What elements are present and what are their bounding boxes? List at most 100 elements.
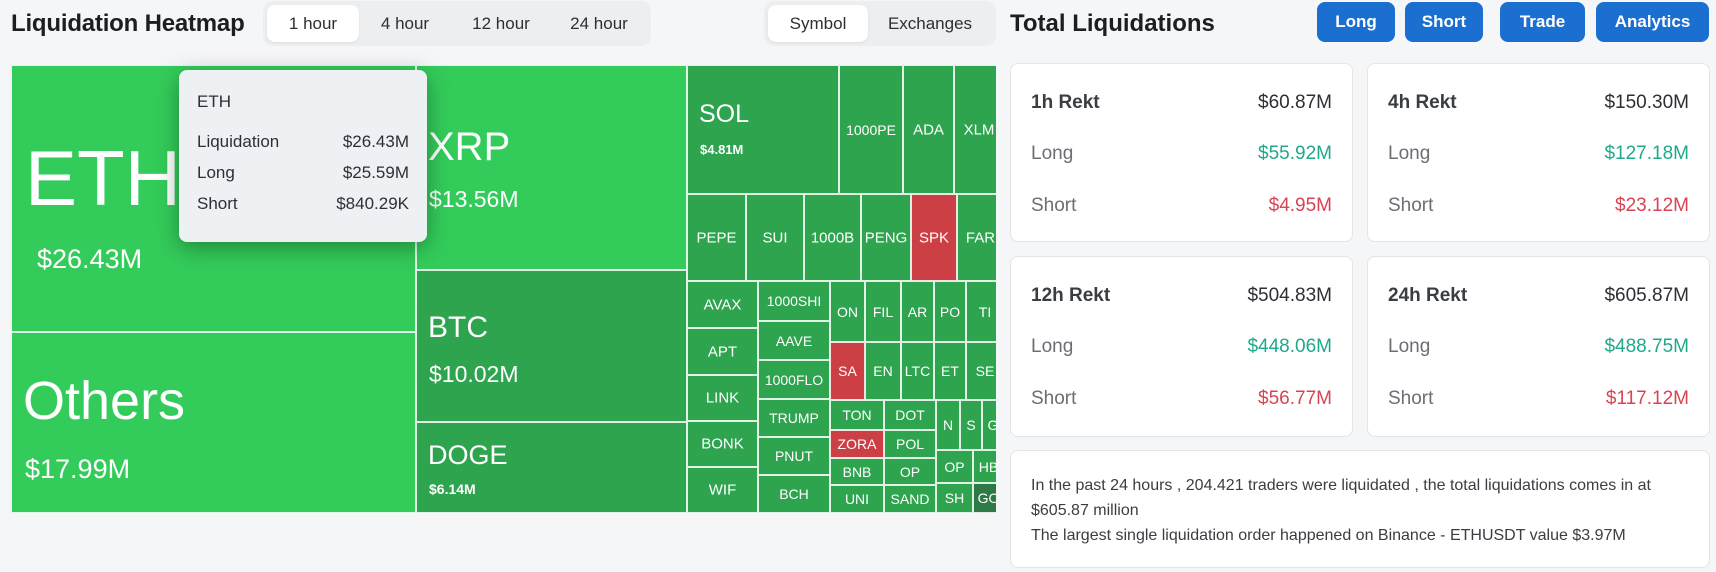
short-button[interactable]: Short bbox=[1405, 2, 1483, 42]
tile-et[interactable]: ET bbox=[934, 342, 966, 400]
tile-symbol: SOL bbox=[699, 100, 750, 128]
period-label: 4h Rekt bbox=[1388, 92, 1457, 113]
tile-symbol: ET bbox=[941, 363, 959, 379]
tile-symbol: OP bbox=[899, 463, 921, 480]
tab-1-hour[interactable]: 1 hour bbox=[267, 5, 359, 42]
trade-button[interactable]: Trade bbox=[1500, 2, 1585, 42]
tile-symbol: FIL bbox=[872, 303, 894, 320]
time-range-tabs: 1 hour 4 hour 12 hour 24 hour bbox=[263, 1, 651, 46]
tile-others[interactable]: Others $17.99M bbox=[11, 332, 416, 513]
short-value: $117.12M bbox=[1605, 388, 1689, 409]
tile-doge[interactable]: DOGE $6.14M bbox=[416, 422, 687, 513]
tile-ltc[interactable]: LTC bbox=[901, 342, 934, 400]
tile-apt[interactable]: APT bbox=[687, 328, 758, 375]
tile-sh[interactable]: SH bbox=[936, 483, 973, 513]
tile-dot[interactable]: DOT bbox=[884, 400, 936, 430]
tile-symbol: APT bbox=[707, 343, 738, 360]
tab-4-hour[interactable]: 4 hour bbox=[380, 13, 430, 33]
tile-se[interactable]: SE bbox=[966, 342, 996, 400]
tile-symbol: LTC bbox=[904, 363, 931, 379]
tile-symbol: DOGE bbox=[428, 440, 508, 470]
tile-btc[interactable]: BTC $10.02M bbox=[416, 270, 687, 422]
tile-ar[interactable]: AR bbox=[901, 281, 934, 342]
rekt-card-12h: 12h Rekt $504.83M Long $448.06M Short $56.7… bbox=[1010, 256, 1353, 437]
analytics-button[interactable]: Analytics bbox=[1596, 2, 1709, 42]
tile-link[interactable]: LINK bbox=[687, 375, 758, 421]
tooltip-row-liquidation: Liquidation $26.43M bbox=[197, 132, 409, 163]
tile-on[interactable]: ON bbox=[830, 281, 865, 342]
long-value: $55.92M bbox=[1258, 143, 1332, 164]
tile-symbol: SPK bbox=[918, 229, 950, 246]
tile-avax[interactable]: AVAX bbox=[687, 281, 758, 328]
tile-symbol: ON bbox=[837, 303, 858, 320]
tile-1000shi[interactable]: 1000SHI bbox=[758, 281, 830, 321]
tile-symbol: N bbox=[942, 417, 954, 433]
tile-symbol: AR bbox=[907, 303, 928, 320]
tile-sui[interactable]: SUI bbox=[746, 194, 804, 281]
tile-xrp[interactable]: XRP $13.56M bbox=[416, 65, 687, 270]
tile-hb[interactable]: HB bbox=[973, 450, 996, 483]
tile-1000b[interactable]: 1000B bbox=[804, 194, 861, 281]
tile-ton[interactable]: TON bbox=[830, 400, 884, 430]
tile-symbol: TON bbox=[842, 407, 872, 423]
tile-symbol: PO bbox=[939, 303, 961, 320]
tooltip-symbol: ETH bbox=[197, 92, 231, 111]
tile-en[interactable]: EN bbox=[865, 342, 901, 400]
tile-bnb[interactable]: OP bbox=[884, 458, 936, 485]
tile-xlm[interactable]: XLM bbox=[954, 65, 996, 194]
tile-trump[interactable]: TRUMP bbox=[758, 399, 830, 437]
tab-12-hour[interactable]: 12 hour bbox=[472, 13, 530, 33]
tile-s[interactable]: S bbox=[960, 400, 982, 450]
long-value: $488.75M bbox=[1604, 336, 1689, 357]
tile-symbol: S bbox=[966, 417, 976, 433]
tile-ti[interactable]: TI bbox=[966, 281, 996, 342]
tile-fil[interactable]: FIL bbox=[865, 281, 901, 342]
tile-go[interactable]: GO bbox=[973, 483, 996, 513]
long-label: Long bbox=[1031, 143, 1074, 164]
tile-1000flo[interactable]: 1000FLO bbox=[758, 360, 830, 399]
tile-pepe[interactable]: PEPE bbox=[687, 194, 746, 281]
tile-bonk[interactable]: BONK bbox=[687, 421, 758, 467]
tile-1000pe[interactable]: 1000PE bbox=[839, 65, 903, 194]
period-label: 24h Rekt bbox=[1388, 285, 1468, 306]
tile-symbol: POL bbox=[895, 436, 925, 452]
tile-g[interactable]: G bbox=[982, 400, 996, 450]
tile-zora[interactable]: ZORA bbox=[830, 430, 884, 458]
tab-exchanges[interactable]: Exchanges bbox=[887, 13, 973, 33]
tile-symbol: XRP bbox=[428, 125, 511, 169]
tooltip-label: Short bbox=[197, 194, 238, 213]
short-value: $4.95M bbox=[1268, 195, 1332, 216]
long-button[interactable]: Long bbox=[1317, 2, 1395, 42]
tile-symbol: LINK bbox=[705, 389, 740, 407]
tab-24-hour[interactable]: 24 hour bbox=[570, 13, 628, 33]
tile-symbol: ZORA bbox=[837, 436, 877, 452]
tile-ada[interactable]: ADA bbox=[903, 65, 954, 194]
rekt-card-4h: 4h Rekt $150.30M Long $127.18M Short $23.12… bbox=[1367, 63, 1710, 242]
tile-pnut[interactable]: BNB bbox=[830, 458, 884, 485]
long-label: Long bbox=[1031, 336, 1074, 357]
tile-symbol: Others bbox=[23, 371, 186, 431]
tile-symbol: XLM bbox=[963, 121, 995, 138]
tile-symbol: 1000B bbox=[810, 229, 855, 246]
heatmap-title: Liquidation Heatmap bbox=[11, 10, 245, 37]
tile-sand[interactable]: SAND bbox=[884, 485, 936, 513]
tile-op[interactable]: OP bbox=[936, 450, 973, 483]
tile-spk[interactable]: SPK bbox=[911, 194, 957, 281]
tile-pol[interactable]: POL bbox=[884, 430, 936, 458]
tile-aave[interactable]: AAVE bbox=[758, 321, 830, 360]
tile-n[interactable]: N bbox=[936, 400, 960, 450]
tooltip-label: Long bbox=[197, 163, 235, 182]
tab-symbol[interactable]: Symbol bbox=[768, 5, 868, 42]
period-total: $605.87M bbox=[1604, 285, 1689, 306]
tile-sa[interactable]: SA bbox=[830, 342, 865, 400]
tile-far[interactable]: FAR bbox=[957, 194, 996, 281]
liquidation-treemap: ETH $26.43M Others $17.99M XRP $13.56M B… bbox=[11, 65, 996, 513]
tile-wif[interactable]: WIF bbox=[687, 467, 758, 513]
short-value: $23.12M bbox=[1615, 195, 1689, 216]
tile-bch[interactable]: BCH bbox=[758, 475, 830, 513]
tile-uni[interactable]: UNI bbox=[830, 485, 884, 513]
tile-wld[interactable]: PNUT bbox=[758, 437, 830, 475]
tile-peng[interactable]: PENG bbox=[861, 194, 911, 281]
tile-sol[interactable]: SOL $4.81M bbox=[687, 65, 839, 194]
tile-po[interactable]: PO bbox=[934, 281, 966, 342]
